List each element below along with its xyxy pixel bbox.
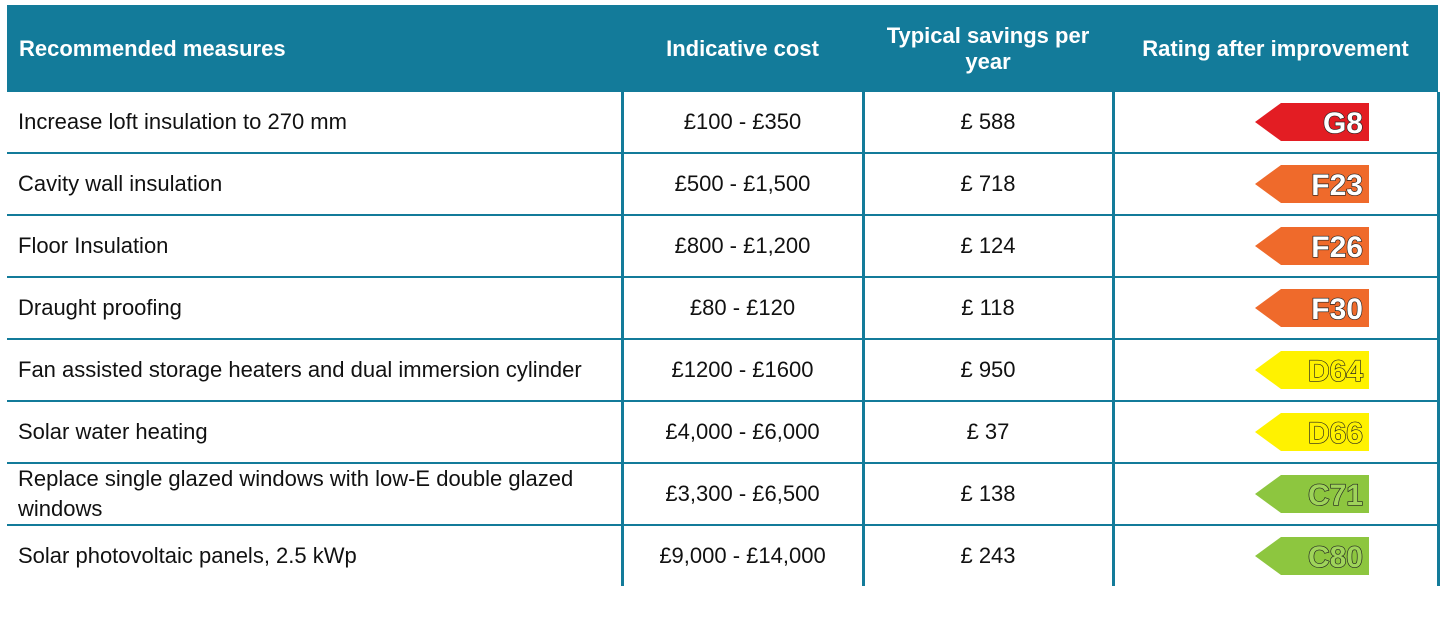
rating-cell: C71	[1111, 463, 1440, 526]
header-row: Recommended measures Indicative cost Typic…	[7, 5, 1438, 92]
rating-badge: F23	[1254, 165, 1369, 203]
rating-arrow	[1254, 103, 1369, 141]
rating-label: F23	[1311, 169, 1363, 202]
rating-badge: F30	[1254, 289, 1369, 327]
rating-cell: F26	[1111, 215, 1440, 278]
rating-label: F26	[1311, 231, 1363, 264]
cost-cell: £100 - £350	[620, 92, 863, 154]
measure-cell: Solar water heating	[7, 401, 622, 464]
rating-arrow	[1254, 227, 1369, 265]
measures-table: Recommended measures Indicative cost Typic…	[7, 5, 1440, 586]
rating-arrow	[1254, 537, 1369, 575]
measure-cell: Cavity wall insulation	[7, 153, 622, 216]
rating-badge: F26	[1254, 227, 1369, 265]
column-header: Indicative cost	[622, 5, 863, 92]
rating-badge: C80	[1254, 537, 1369, 575]
measure-cell: Replace single glazed windows with low-E…	[7, 463, 622, 526]
table-row: Increase loft insulation to 270 mm £100 -…	[7, 92, 1440, 154]
column-header: Typical savings per year	[863, 5, 1113, 92]
cost-cell: £500 - £1,500	[620, 153, 863, 216]
rating-label: D64	[1307, 355, 1362, 388]
table-row: Fan assisted storage heaters and dual im…	[7, 339, 1440, 402]
rating-cell: F23	[1111, 153, 1440, 216]
rating-label: G8	[1322, 107, 1362, 140]
savings-cell: £ 37	[861, 401, 1113, 464]
rating-badge: G8	[1254, 103, 1369, 141]
rating-badge: D64	[1254, 351, 1369, 389]
measure-cell: Fan assisted storage heaters and dual im…	[7, 339, 622, 402]
savings-cell: £ 950	[861, 339, 1113, 402]
table-row: Draught proofing £80 - £120 £ 118 F30	[7, 277, 1440, 340]
column-header: Recommended measures	[7, 5, 622, 92]
cost-cell: £3,300 - £6,500	[620, 463, 863, 526]
savings-cell: £ 243	[861, 525, 1113, 586]
rating-arrow	[1254, 475, 1369, 513]
savings-cell: £ 718	[861, 153, 1113, 216]
table-row: Cavity wall insulation £500 - £1,500 £ 718…	[7, 153, 1440, 216]
rating-arrow	[1254, 289, 1369, 327]
cost-cell: £4,000 - £6,000	[620, 401, 863, 464]
rating-label: C71	[1307, 479, 1362, 512]
column-header: Rating after improvement	[1113, 5, 1438, 92]
rating-cell: C80	[1111, 525, 1440, 586]
rating-arrow	[1254, 165, 1369, 203]
measure-cell: Floor Insulation	[7, 215, 622, 278]
rating-label: D66	[1307, 417, 1362, 450]
cost-cell: £800 - £1,200	[620, 215, 863, 278]
table-row: Replace single glazed windows with low-E…	[7, 463, 1440, 526]
rating-cell: F30	[1111, 277, 1440, 340]
rating-cell: D64	[1111, 339, 1440, 402]
rating-arrow	[1254, 351, 1369, 389]
table-row: Floor Insulation £800 - £1,200 £ 124 F26	[7, 215, 1440, 278]
cost-cell: £80 - £120	[620, 277, 863, 340]
measure-cell: Draught proofing	[7, 277, 622, 340]
table-row: Solar water heating £4,000 - £6,000 £ 37 D6…	[7, 401, 1440, 464]
table-row: Solar photovoltaic panels, 2.5 kWp £9,000…	[7, 525, 1440, 586]
rating-label: C80	[1307, 541, 1362, 574]
table-header: Recommended measures Indicative cost Typic…	[7, 5, 1438, 92]
cost-cell: £9,000 - £14,000	[620, 525, 863, 586]
rating-cell: G8	[1111, 92, 1440, 154]
measure-cell: Increase loft insulation to 270 mm	[7, 92, 622, 154]
rating-badge: C71	[1254, 475, 1369, 513]
savings-cell: £ 588	[861, 92, 1113, 154]
savings-cell: £ 138	[861, 463, 1113, 526]
cost-cell: £1200 - £1600	[620, 339, 863, 402]
rating-label: F30	[1311, 293, 1363, 326]
rating-badge: D66	[1254, 413, 1369, 451]
savings-cell: £ 118	[861, 277, 1113, 340]
measure-cell: Solar photovoltaic panels, 2.5 kWp	[18, 543, 357, 568]
rating-cell: D66	[1111, 401, 1440, 464]
savings-cell: £ 124	[861, 215, 1113, 278]
table-body: Increase loft insulation to 270 mm £100 -…	[7, 92, 1440, 586]
rating-arrow	[1254, 413, 1369, 451]
